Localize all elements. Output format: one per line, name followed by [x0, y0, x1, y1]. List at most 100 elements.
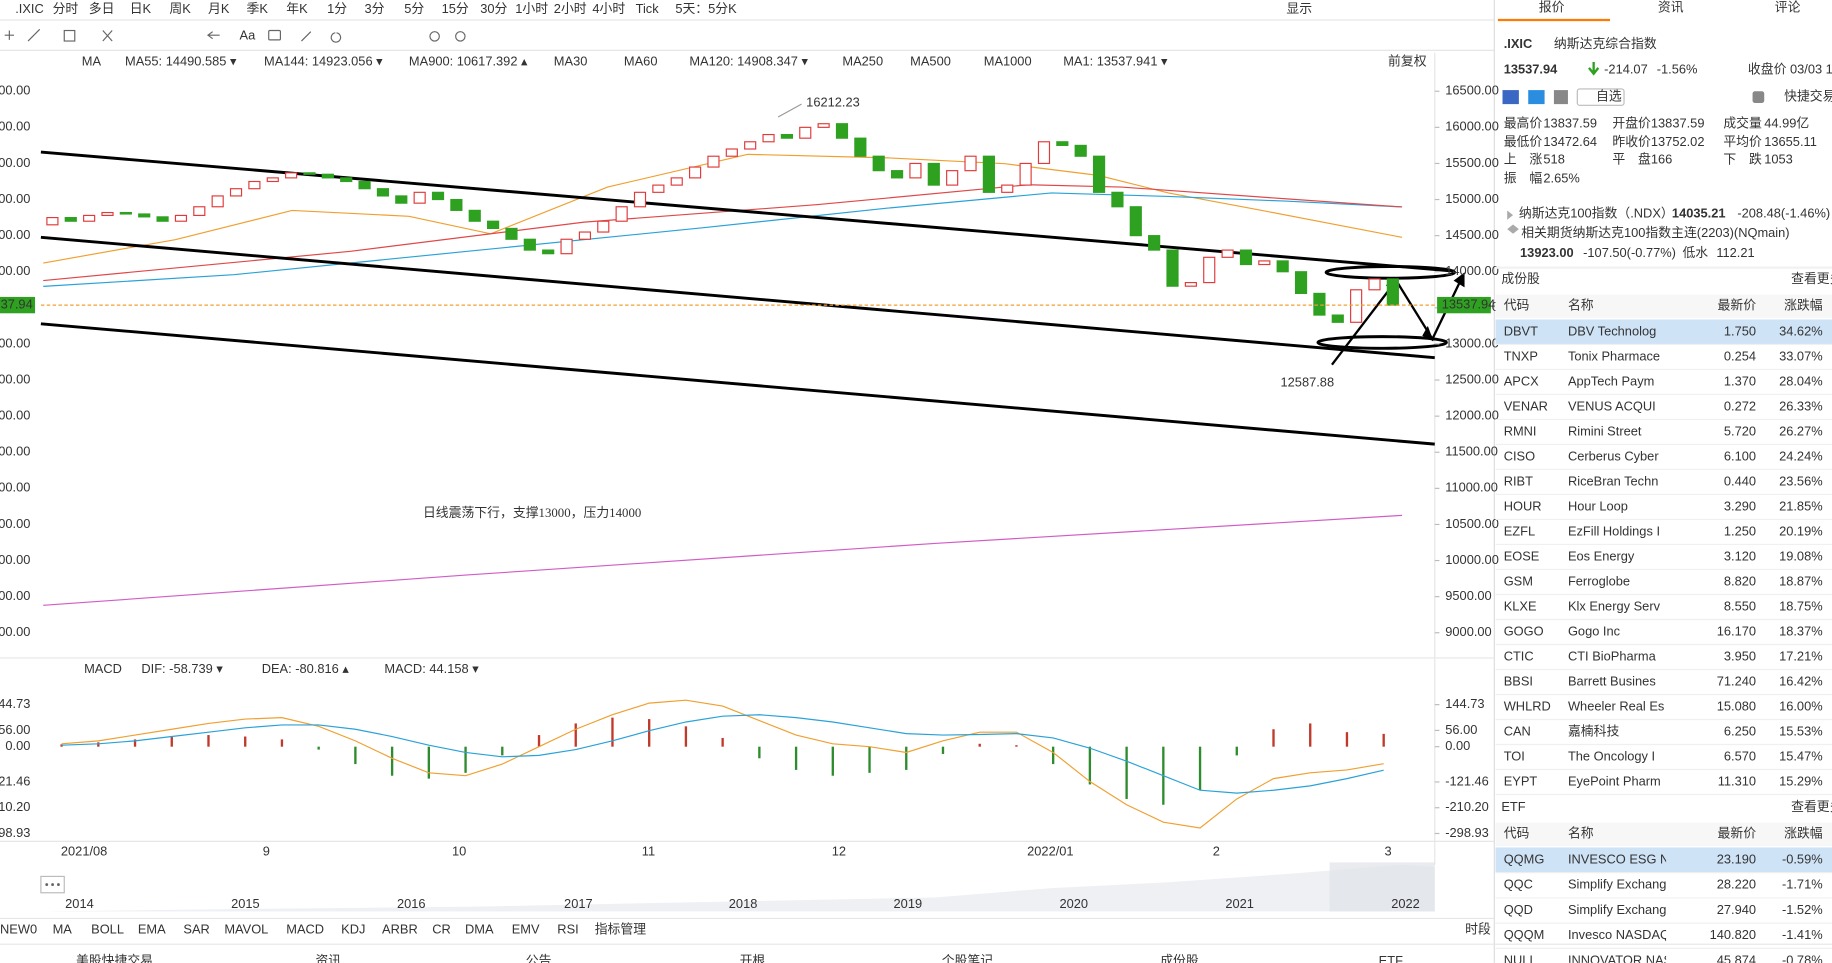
row-code[interactable]: CAN [1504, 723, 1531, 738]
related-index[interactable]: 纳斯达克100指数（.NDX） [1519, 205, 1674, 220]
overview-window[interactable] [1329, 862, 1435, 912]
candle [468, 209, 481, 222]
note-tool-icon[interactable] [268, 29, 281, 41]
row-code[interactable]: RMNI [1504, 423, 1537, 438]
period-tab[interactable]: 5分 [404, 1, 424, 16]
candle [1092, 155, 1106, 193]
futures-name[interactable]: 纳斯达克100指数主连(2203)(NQmain) [1573, 225, 1790, 240]
period-tab[interactable]: 5天：5分K [675, 1, 737, 16]
candle [266, 177, 279, 183]
indicator-tab[interactable]: CR [432, 922, 451, 937]
row-code[interactable]: NULI [1504, 952, 1533, 963]
display-menu[interactable]: 显示 [1286, 1, 1312, 16]
current-price-label: 13537.94 [1442, 296, 1496, 311]
period-tab[interactable]: 1分 [327, 1, 347, 16]
shape-tool-icon[interactable] [63, 29, 76, 42]
macd-bar [427, 746, 431, 779]
period-tab[interactable]: 1小时 [515, 1, 548, 16]
y-tick-label-left: 12500.00 [0, 371, 30, 386]
period-tab[interactable]: Tick [636, 1, 660, 16]
candle [376, 188, 390, 197]
y-tick-label: 14000.00 [1445, 263, 1499, 278]
bottom-tab[interactable]: 成份股 [1160, 953, 1199, 963]
period-tab[interactable]: 月K [208, 1, 230, 16]
row-code[interactable]: QQQM [1504, 927, 1545, 942]
bottom-tab[interactable]: 公告 [526, 953, 552, 963]
fib-tool-icon[interactable] [102, 30, 113, 42]
period-tab[interactable]: 15分 [442, 1, 469, 16]
indicator-tab[interactable]: KDJ [341, 922, 365, 937]
period-tab[interactable]: 周K [169, 1, 191, 16]
row-code[interactable]: GOGO [1504, 623, 1544, 638]
arrow-tool-icon[interactable] [206, 31, 220, 40]
period-tab[interactable]: 3分 [365, 1, 385, 16]
indicator-tab[interactable]: SAR [183, 922, 209, 937]
row-code[interactable]: HOUR [1504, 498, 1542, 513]
period-tab[interactable]: 多日 [89, 1, 115, 16]
indicator-tab[interactable]: NEW0 [0, 922, 37, 937]
row-code[interactable]: DBVT [1504, 323, 1538, 338]
indicator-tab[interactable]: DMA [465, 922, 494, 937]
row-code[interactable]: TOI [1504, 748, 1525, 763]
settings-icon[interactable] [455, 31, 466, 42]
row-code[interactable]: GSM [1504, 573, 1533, 588]
period-tab[interactable]: 季K [247, 1, 269, 16]
row-code[interactable]: RIBT [1504, 473, 1533, 488]
bell-icon[interactable] [1752, 91, 1765, 103]
tool-icons[interactable] [301, 31, 342, 43]
indicator-tab[interactable]: EMA [138, 922, 166, 937]
more-link[interactable]: 查看更多 [1791, 271, 1832, 286]
indicator-tab[interactable]: BOLL [91, 922, 124, 937]
indicator-tab[interactable]: EMV [512, 922, 540, 937]
tool-icon[interactable] [429, 31, 440, 42]
row-code[interactable]: BBSI [1504, 673, 1533, 688]
row-change: 24.24% [1779, 448, 1823, 463]
indicator-tab[interactable]: MACD [286, 922, 324, 937]
row-code[interactable]: CTIC [1504, 648, 1534, 663]
candle [358, 180, 371, 190]
panel-tab[interactable]: 报价 [1539, 0, 1565, 15]
row-name: Invesco NASDAQ [1568, 927, 1670, 942]
adjust-button[interactable]: 前复权 [1388, 53, 1427, 68]
indicator-tab[interactable]: RSI [557, 922, 578, 937]
bottom-tab[interactable]: 开根 [740, 953, 766, 963]
row-code[interactable]: QQC [1504, 877, 1533, 892]
legend-item: MA30 [554, 53, 588, 68]
period-tab[interactable]: 2小时 [554, 1, 587, 16]
row-code[interactable]: TNXP [1504, 348, 1538, 363]
row-code[interactable]: CISO [1504, 448, 1535, 463]
quick-trade[interactable]: 快捷交易 [1784, 88, 1832, 103]
crosshair-icon[interactable] [4, 30, 15, 40]
watch-button[interactable] [1576, 88, 1625, 106]
bottom-tab[interactable]: 美股快捷交易 [76, 953, 153, 963]
line-tool-icon[interactable] [27, 28, 41, 42]
indicator-tab[interactable]: MA [53, 922, 73, 937]
indicator-tab[interactable]: ARBR [382, 922, 418, 937]
row-code[interactable]: VENAR [1504, 398, 1548, 413]
indicator-tab[interactable]: 指标管理 [595, 922, 647, 937]
more-link[interactable]: 查看更多 [1791, 799, 1832, 814]
bottom-tab[interactable]: 资讯 [315, 953, 341, 963]
row-code[interactable]: APCX [1504, 373, 1539, 388]
row-code[interactable]: EOSE [1504, 548, 1540, 563]
panel-tab[interactable]: 资讯 [1658, 0, 1684, 15]
period-tab[interactable]: 30分 [480, 1, 507, 16]
bottom-tab[interactable]: ETF [1379, 953, 1403, 963]
period-tab[interactable]: 4小时 [592, 1, 625, 16]
text-tool[interactable]: Aa [240, 28, 257, 43]
period-tab[interactable]: 年K [286, 1, 308, 16]
bottom-tab[interactable]: 个股笔记 [942, 953, 994, 963]
symbol-tab[interactable]: .IXIC [15, 1, 44, 16]
row-code[interactable]: EYPT [1504, 773, 1538, 788]
row-code[interactable]: QQMG [1504, 851, 1545, 866]
period-button[interactable]: 时段 [1465, 922, 1491, 937]
panel-tab[interactable]: 评论 [1775, 0, 1801, 15]
indicator-tab[interactable]: MAVOL [224, 922, 268, 937]
row-code[interactable]: QQD [1504, 902, 1533, 917]
period-tab[interactable]: 分时 [53, 1, 79, 16]
candle [1221, 249, 1234, 258]
row-code[interactable]: KLXE [1504, 598, 1537, 613]
row-code[interactable]: WHLRD [1504, 698, 1551, 713]
row-code[interactable]: EZFL [1504, 523, 1535, 538]
period-tab[interactable]: 日K [130, 1, 152, 16]
